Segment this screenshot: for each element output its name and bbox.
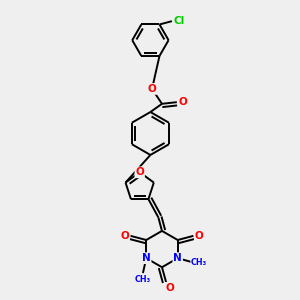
Text: O: O	[165, 283, 174, 293]
Text: O: O	[178, 97, 187, 107]
Text: CH₃: CH₃	[135, 275, 151, 284]
Text: CH₃: CH₃	[191, 258, 207, 267]
Text: O: O	[195, 231, 203, 241]
Text: Cl: Cl	[173, 16, 184, 26]
Text: N: N	[142, 253, 151, 263]
Text: O: O	[135, 167, 144, 177]
Text: O: O	[148, 84, 156, 94]
Text: N: N	[173, 253, 182, 263]
Text: O: O	[120, 231, 129, 241]
